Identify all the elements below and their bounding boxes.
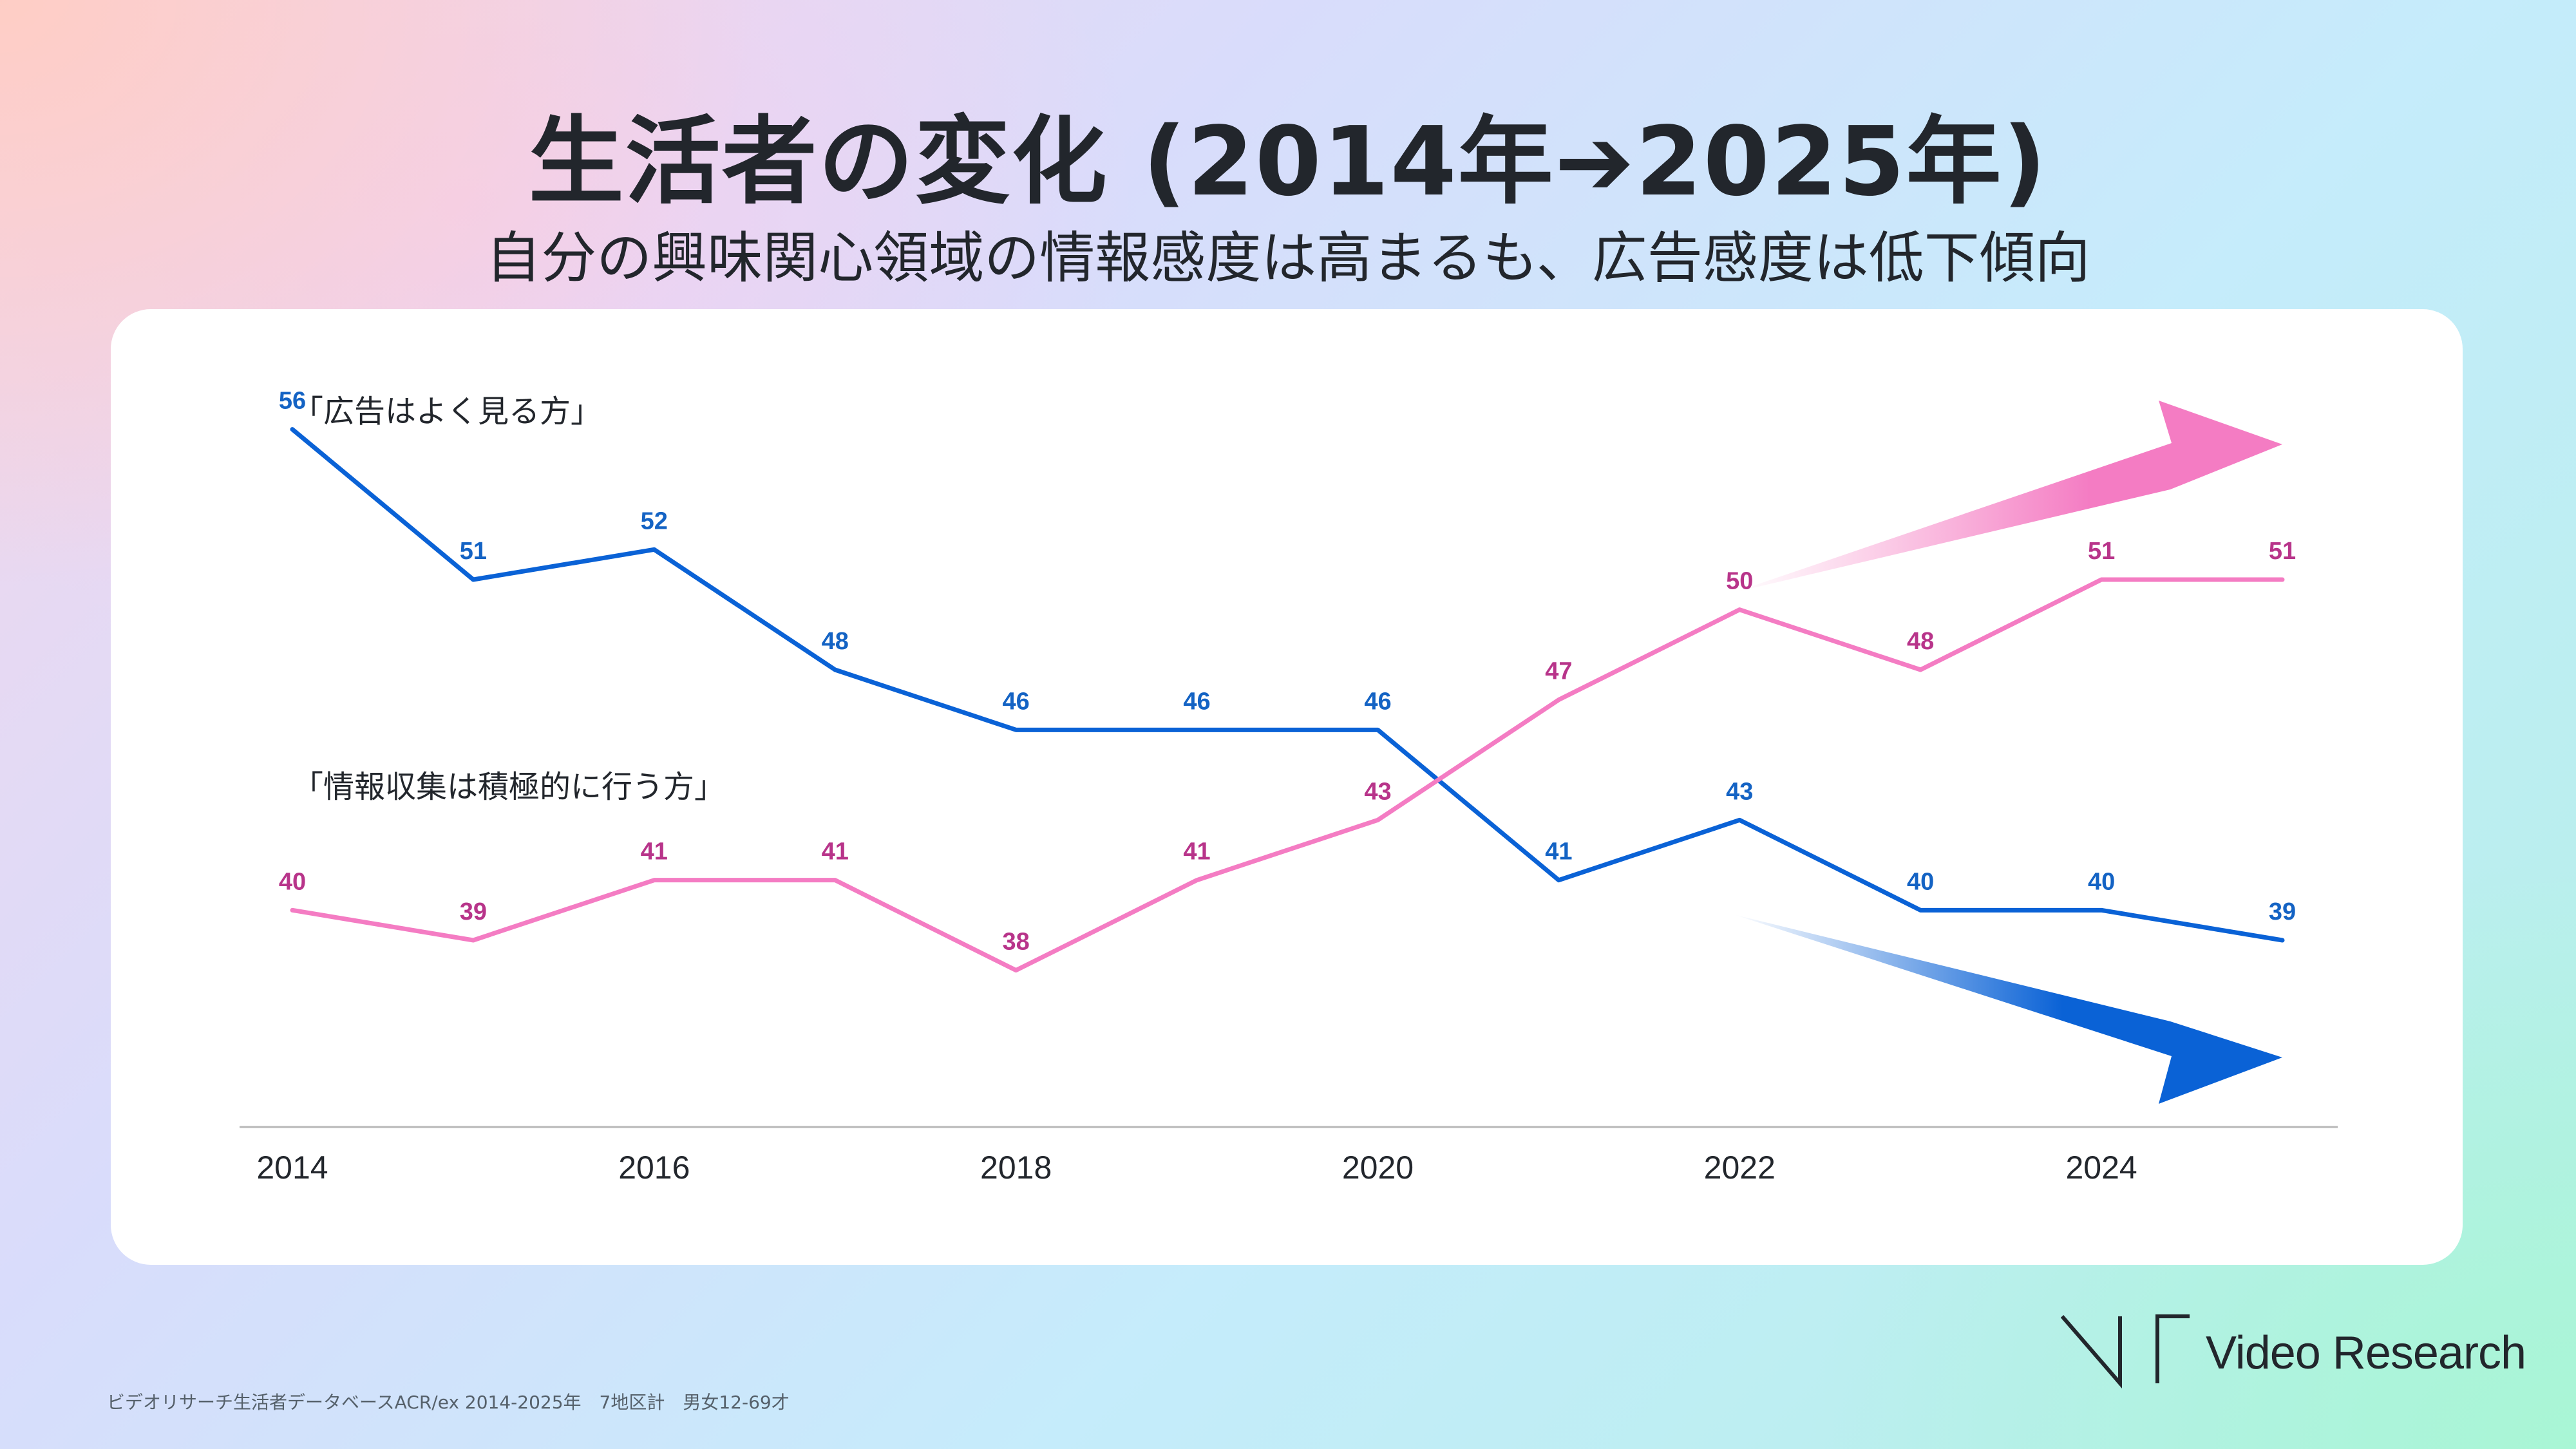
data-label: 41 — [1545, 838, 1572, 866]
x-tick-label: 2018 — [980, 1150, 1052, 1186]
video-research-logo — [2061, 1314, 2190, 1388]
data-label: 46 — [1002, 688, 1029, 715]
data-label: 43 — [1364, 778, 1391, 805]
data-label: 40 — [279, 868, 306, 895]
data-label: 52 — [641, 507, 668, 535]
series-line-1 — [290, 577, 2285, 973]
chart-card: 2014 2016 2018 2020 2022 2024 56 51 52 48 46 46 46 4… — [111, 309, 2463, 1265]
data-label: 46 — [1364, 688, 1391, 715]
x-tick-label: 2022 — [1704, 1150, 1776, 1186]
logo-mark-icon — [2061, 1314, 2190, 1388]
data-label: 56 — [279, 388, 306, 415]
data-label: 38 — [1002, 929, 1029, 956]
series-name-label: 「情報収集は積極的に行う方」 — [292, 769, 725, 805]
data-label: 48 — [1907, 628, 1934, 655]
data-label: 51 — [2269, 538, 2296, 565]
data-label: 41 — [822, 838, 849, 866]
data-label: 50 — [1726, 568, 1753, 595]
data-label: 46 — [1183, 688, 1210, 715]
data-label: 48 — [822, 628, 849, 655]
data-label: 41 — [641, 838, 668, 866]
x-tick-label: 2020 — [1342, 1150, 1414, 1186]
data-label: 39 — [2269, 898, 2296, 925]
line-chart: 2014 2016 2018 2020 2022 2024 56 51 52 48 46 46 46 4… — [240, 388, 2338, 1186]
x-tick-label: 2024 — [2065, 1150, 2137, 1186]
data-label: 41 — [1183, 838, 1210, 866]
series-name-label: 「広告はよく見る方」 — [292, 393, 601, 430]
data-label: 43 — [1726, 778, 1753, 805]
trend-down-arrow-icon — [1734, 914, 2282, 1104]
data-label: 47 — [1545, 658, 1572, 685]
data-label: 40 — [1907, 868, 1934, 895]
logo-text: Video Research — [2206, 1327, 2526, 1379]
source-footnote: ビデオリサーチ生活者データベースACR/ex 2014-2025年 7地区計 男… — [107, 1392, 790, 1413]
data-label: 40 — [2088, 868, 2115, 895]
data-label: 51 — [460, 538, 487, 565]
x-tick-label: 2016 — [618, 1150, 690, 1186]
x-tick-label: 2014 — [256, 1150, 328, 1186]
data-label: 39 — [460, 898, 487, 925]
series-line-0 — [290, 427, 2285, 943]
page-subtitle: 自分の興味関心領域の情報感度は高まるも、広告感度は低下傾向 — [486, 226, 2090, 290]
page-title: 生活者の変化 (2014年➔2025年) — [528, 106, 2048, 217]
data-label: 51 — [2088, 538, 2115, 565]
trend-up-arrow-icon — [1734, 401, 2282, 592]
